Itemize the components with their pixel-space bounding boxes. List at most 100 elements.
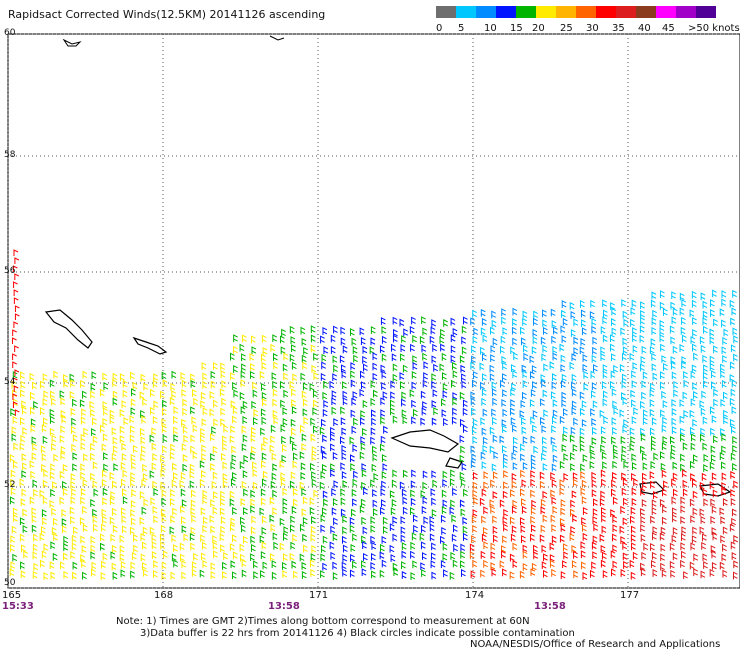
wind-barb: [63, 570, 69, 579]
wind-barb: [621, 472, 626, 481]
wind-barb: [719, 507, 725, 516]
wind-barb: [179, 542, 185, 551]
wind-barb: [300, 471, 306, 480]
wind-barb: [350, 409, 356, 418]
wind-barb: [450, 379, 456, 388]
wind-barb: [541, 379, 546, 388]
wind-barb: [282, 553, 288, 562]
wind-barb: [122, 379, 128, 388]
wind-barb: [59, 561, 65, 570]
wind-barb: [630, 571, 636, 580]
wind-barb: [141, 506, 147, 515]
wind-barb: [62, 481, 67, 489]
wind-barb: [52, 552, 58, 561]
lat-label-54: 54: [4, 377, 16, 387]
wind-barb: [452, 487, 457, 496]
wind-barb: [690, 426, 695, 435]
wind-barb: [190, 542, 195, 551]
wind-barb: [472, 509, 478, 517]
wind-barb: [523, 352, 529, 361]
wind-barb: [292, 534, 298, 542]
wind-barb: [111, 453, 117, 461]
wind-barb: [149, 526, 155, 535]
wind-barb: [512, 445, 518, 454]
legend-label: >50 knots: [688, 23, 740, 34]
wind-barb: [671, 371, 677, 380]
wind-barb: [362, 400, 368, 408]
wind-barb: [512, 307, 518, 316]
wind-barb: [30, 470, 36, 479]
wind-barb: [19, 417, 25, 425]
wind-barb: [703, 364, 708, 373]
wind-barb: [261, 460, 266, 469]
wind-barb: [131, 552, 137, 560]
wind-barb: [160, 524, 166, 533]
wind-barb: [30, 406, 35, 415]
wind-barb: [710, 545, 716, 553]
wind-barb: [533, 317, 538, 326]
wind-barb: [732, 289, 737, 298]
wind-barb: [60, 451, 66, 460]
wind-barb: [280, 346, 286, 355]
wind-barb: [581, 419, 587, 427]
wind-barb: [279, 335, 285, 344]
lon-label-168: 168: [154, 590, 174, 601]
wind-barb: [130, 500, 136, 508]
wind-barb: [462, 533, 468, 541]
wind-barb: [731, 508, 737, 517]
wind-barb: [22, 406, 27, 415]
wind-barb: [180, 472, 186, 480]
wind-barb: [361, 568, 367, 577]
wind-barb: [450, 334, 456, 343]
wind-barb: [131, 388, 136, 397]
wind-barb: [449, 506, 455, 515]
wind-barb: [732, 444, 737, 453]
wind-barb: [213, 491, 218, 499]
wind-barb: [722, 543, 727, 552]
wind-barb: [571, 381, 576, 390]
wind-barb: [263, 436, 269, 445]
wind-barb: [142, 473, 148, 481]
island-kiska: [132, 336, 168, 355]
wind-barb: [499, 560, 505, 569]
wind-barb: [310, 568, 316, 577]
wind-barb: [291, 427, 296, 436]
wind-barb: [661, 569, 667, 578]
wind-barb: [292, 487, 298, 496]
wind-barb: [640, 400, 645, 409]
wind-barb: [700, 344, 706, 353]
wind-barb: [530, 533, 535, 542]
wind-barb: [190, 373, 195, 382]
wind-barb: [559, 487, 565, 496]
wind-barb: [301, 571, 307, 579]
wind-barb: [292, 452, 298, 461]
wind-barb: [579, 427, 585, 436]
wind-barb: [11, 426, 17, 435]
wind-barb: [552, 409, 558, 418]
wind-barb: [472, 335, 478, 344]
wind-barb: [701, 541, 706, 550]
wind-barb: [312, 389, 318, 398]
wind-barb: [80, 535, 86, 544]
wind-barb: [14, 305, 20, 312]
wind-barb: [652, 569, 658, 577]
wind-barb: [589, 461, 595, 469]
wind-barb: [551, 479, 557, 487]
wind-barb: [709, 481, 715, 490]
wind-barb: [231, 445, 237, 454]
wind-barb: [181, 499, 187, 508]
wind-barb: [480, 308, 486, 317]
wind-barb: [431, 470, 437, 479]
wind-barb: [642, 371, 648, 380]
wind-barb: [62, 487, 68, 496]
wind-barb: [63, 543, 68, 551]
wind-barb: [410, 480, 416, 489]
wind-barb: [420, 417, 426, 426]
wind-barb: [632, 551, 638, 560]
wind-barb: [320, 372, 326, 381]
wind-barb: [662, 400, 668, 408]
wind-barb: [472, 559, 478, 568]
wind-barb: [352, 560, 357, 569]
wind-barb: [240, 406, 246, 415]
wind-barb: [161, 424, 167, 433]
